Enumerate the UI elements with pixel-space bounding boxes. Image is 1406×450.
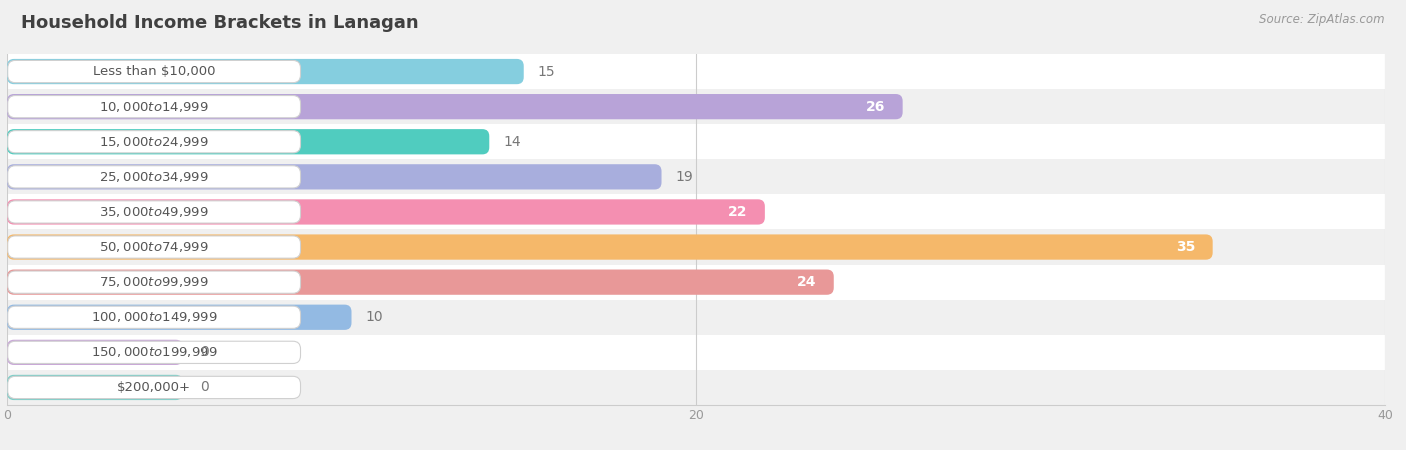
Text: 15: 15 bbox=[537, 64, 555, 79]
FancyBboxPatch shape bbox=[7, 201, 301, 223]
Text: 22: 22 bbox=[728, 205, 748, 219]
FancyBboxPatch shape bbox=[7, 335, 1385, 370]
FancyBboxPatch shape bbox=[7, 341, 301, 364]
FancyBboxPatch shape bbox=[7, 164, 662, 189]
FancyBboxPatch shape bbox=[7, 60, 301, 83]
FancyBboxPatch shape bbox=[7, 59, 524, 84]
Text: $75,000 to $99,999: $75,000 to $99,999 bbox=[100, 275, 209, 289]
FancyBboxPatch shape bbox=[7, 124, 1385, 159]
Text: $200,000+: $200,000+ bbox=[117, 381, 191, 394]
FancyBboxPatch shape bbox=[7, 159, 1385, 194]
FancyBboxPatch shape bbox=[7, 166, 301, 188]
FancyBboxPatch shape bbox=[7, 94, 903, 119]
Text: $10,000 to $14,999: $10,000 to $14,999 bbox=[100, 99, 209, 114]
Text: 35: 35 bbox=[1175, 240, 1195, 254]
FancyBboxPatch shape bbox=[7, 54, 1385, 89]
Text: 0: 0 bbox=[200, 345, 208, 360]
Text: 19: 19 bbox=[675, 170, 693, 184]
FancyBboxPatch shape bbox=[7, 89, 1385, 124]
FancyBboxPatch shape bbox=[7, 265, 1385, 300]
FancyBboxPatch shape bbox=[7, 230, 1385, 265]
Text: $50,000 to $74,999: $50,000 to $74,999 bbox=[100, 240, 209, 254]
Text: 24: 24 bbox=[797, 275, 817, 289]
Text: $25,000 to $34,999: $25,000 to $34,999 bbox=[100, 170, 209, 184]
FancyBboxPatch shape bbox=[7, 340, 183, 365]
FancyBboxPatch shape bbox=[7, 129, 489, 154]
Text: 10: 10 bbox=[366, 310, 382, 324]
FancyBboxPatch shape bbox=[7, 370, 1385, 405]
FancyBboxPatch shape bbox=[7, 95, 301, 118]
FancyBboxPatch shape bbox=[7, 300, 1385, 335]
FancyBboxPatch shape bbox=[7, 130, 301, 153]
FancyBboxPatch shape bbox=[7, 375, 183, 400]
FancyBboxPatch shape bbox=[7, 234, 1212, 260]
Text: $150,000 to $199,999: $150,000 to $199,999 bbox=[91, 345, 218, 360]
Text: 0: 0 bbox=[200, 380, 208, 395]
Text: Household Income Brackets in Lanagan: Household Income Brackets in Lanagan bbox=[21, 14, 419, 32]
FancyBboxPatch shape bbox=[7, 270, 834, 295]
Text: Source: ZipAtlas.com: Source: ZipAtlas.com bbox=[1260, 14, 1385, 27]
Text: 26: 26 bbox=[866, 99, 886, 114]
FancyBboxPatch shape bbox=[7, 199, 765, 225]
FancyBboxPatch shape bbox=[7, 306, 301, 328]
Text: 14: 14 bbox=[503, 135, 520, 149]
FancyBboxPatch shape bbox=[7, 236, 301, 258]
Text: $15,000 to $24,999: $15,000 to $24,999 bbox=[100, 135, 209, 149]
FancyBboxPatch shape bbox=[7, 194, 1385, 230]
FancyBboxPatch shape bbox=[7, 305, 351, 330]
FancyBboxPatch shape bbox=[7, 271, 301, 293]
Text: $35,000 to $49,999: $35,000 to $49,999 bbox=[100, 205, 209, 219]
Text: $100,000 to $149,999: $100,000 to $149,999 bbox=[91, 310, 218, 324]
FancyBboxPatch shape bbox=[7, 376, 301, 399]
Text: Less than $10,000: Less than $10,000 bbox=[93, 65, 215, 78]
